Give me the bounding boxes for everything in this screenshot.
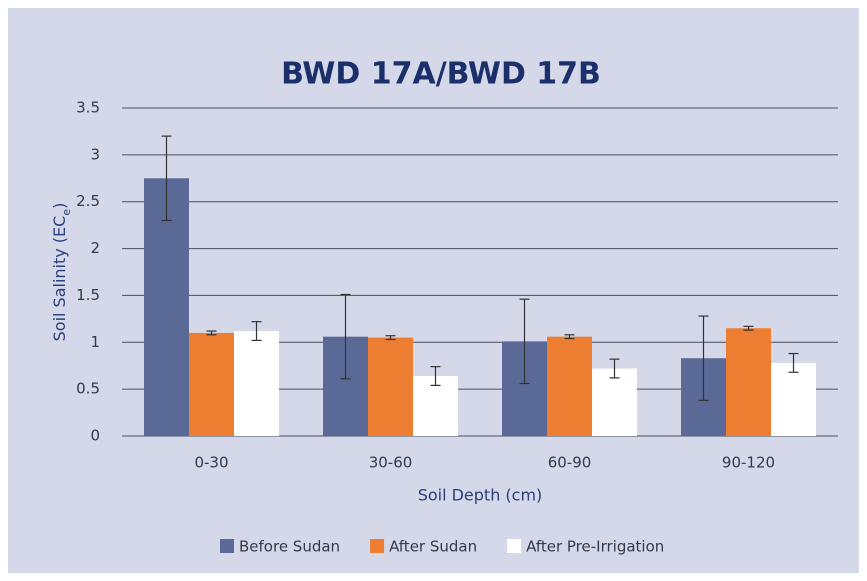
y-tick-label: 1.5 [76, 286, 100, 304]
x-tick-label: 30-60 [369, 454, 413, 472]
legend-label: After Sudan [389, 538, 477, 556]
y-tick-label: 0 [90, 427, 100, 445]
y-tick-label: 0.5 [76, 380, 100, 398]
error-bar [430, 366, 441, 386]
bar [144, 178, 189, 437]
legend-swatch [507, 539, 522, 553]
y-axis-title-sub: e [60, 209, 73, 216]
error-bar [340, 293, 351, 380]
error-bar [251, 321, 262, 342]
x-tick-label: 0-30 [194, 454, 228, 472]
error-bar [519, 298, 530, 385]
legend-swatch [220, 539, 234, 553]
y-tick-label: 3 [90, 145, 100, 163]
y-axis-title-end: ) [50, 203, 69, 209]
bar [368, 337, 413, 436]
y-axis-title: Soil Salinity (ECe) [50, 203, 73, 342]
x-axis-title: Soil Depth (cm) [418, 486, 543, 505]
bar [234, 331, 279, 436]
bar [413, 376, 458, 436]
bar [189, 332, 234, 436]
error-bar [698, 315, 709, 401]
error-bar [161, 135, 172, 222]
error-bar [743, 325, 754, 331]
chart-title: BWD 17A/BWD 17B [281, 57, 601, 92]
y-tick-label: 2.5 [76, 192, 100, 210]
y-axis-title-main: Soil Salinity (EC [50, 216, 69, 342]
bar [592, 368, 637, 436]
legend-label: Before Sudan [239, 538, 340, 556]
x-tick-label: 60-90 [548, 454, 592, 472]
bar [547, 336, 592, 436]
error-bar [788, 352, 799, 373]
y-tick-label: 3.5 [76, 99, 100, 117]
error-bar [564, 334, 575, 340]
bar [771, 362, 816, 436]
bar [726, 328, 771, 436]
legend-swatch [370, 539, 385, 553]
y-tick-label: 2 [90, 239, 100, 257]
error-bar [206, 330, 217, 336]
y-tick-label: 1 [90, 333, 100, 351]
error-bar [385, 335, 396, 341]
error-bar [609, 358, 620, 379]
legend-label: After Pre-Irrigation [526, 538, 664, 556]
x-tick-label: 90-120 [722, 454, 775, 472]
